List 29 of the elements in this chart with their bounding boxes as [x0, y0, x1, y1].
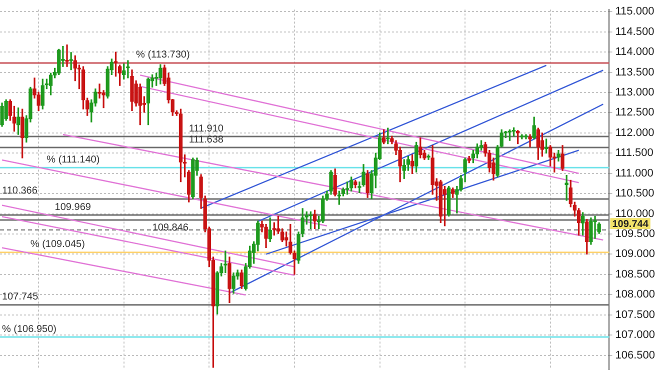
ref-line-label: % (111.140) [46, 154, 100, 166]
y-tick-label: 109.000 [615, 248, 656, 260]
y-tick-label: 112.500 [615, 106, 654, 119]
y-tick-label: 106.500 [615, 349, 656, 362]
ref-line-label: 109.846 [152, 222, 189, 234]
ref-line-label: % (106.950) [2, 324, 56, 335]
ref-line-label: 111.638 [188, 134, 224, 146]
ref-line-label: % (113.730) [136, 50, 190, 61]
text: 109.744 [612, 218, 649, 230]
y-tick-label: 109.500 [615, 228, 656, 240]
y-tick-label: 108.000 [615, 288, 656, 301]
y-tick-label: 113.000 [615, 86, 654, 99]
y-tick-label: 107.500 [615, 308, 656, 321]
y-tick-label: 111.000 [615, 167, 654, 180]
ref-line-label: 111.910 [188, 123, 224, 134]
ref-line-label: % (109.045) [30, 239, 85, 250]
y-tick-label: 108.500 [615, 268, 656, 280]
y-tick-label: 110.500 [615, 188, 654, 200]
y-tick-label: 114.000 [615, 46, 654, 58]
y-tick-label: 114.500 [615, 26, 654, 38]
ref-line-label: 109.969 [54, 202, 92, 213]
y-tick-label: 115.000 [615, 6, 654, 18]
y-tick-label: 112.000 [615, 126, 654, 139]
y-tick-label: 111.500 [615, 147, 654, 160]
y-tick-label: 110.000 [615, 208, 654, 220]
ref-line-label: 107.745 [2, 292, 39, 303]
ref-line-label: 110.366 [2, 186, 38, 197]
y-tick-label: 113.500 [615, 66, 654, 78]
y-tick-label: 107.000 [615, 329, 656, 342]
